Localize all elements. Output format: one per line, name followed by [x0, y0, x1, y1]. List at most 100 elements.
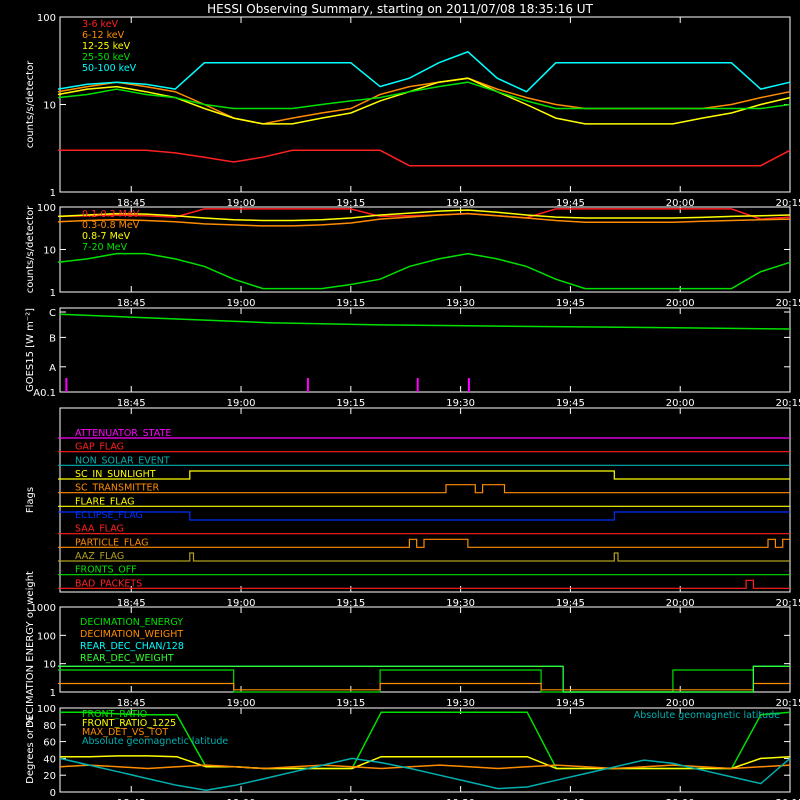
- flags-x-tick-label: 19:30: [446, 598, 475, 609]
- flag-line-bad-packets: [58, 579, 790, 589]
- flags-x-tick-label: 20:15: [776, 598, 800, 609]
- flag-label: BAD_PACKETS: [75, 578, 142, 589]
- goes-x-tick-label: 18:45: [117, 398, 146, 409]
- flags-x-tick-label: 19:00: [227, 598, 256, 609]
- flag-label: SC_TRANSMITTER: [75, 483, 160, 494]
- high-energy-legend-entry: 0.8-7 MeV: [82, 231, 131, 242]
- ratios-legend-entry: FRONT_RATIO_1225: [82, 718, 176, 729]
- goes-flare-marker: [65, 378, 68, 392]
- low-energy-legend-entry: 12-25 keV: [82, 41, 131, 52]
- goes-x-tick-label: 19:00: [227, 398, 256, 409]
- ratios-frame: [59, 707, 791, 793]
- flag-label: AAZ_FLAG: [75, 551, 124, 562]
- flag-line-particle-flag: [58, 538, 790, 548]
- goes-y-tick-label: A0.1: [33, 388, 56, 399]
- low-energy-y-tick-label: 100: [37, 13, 56, 24]
- low-energy-y-tick-label: 10: [43, 101, 56, 112]
- flag-label: SC_IN_SUNLIGHT: [75, 469, 156, 480]
- high-energy-series-0-3-0-8-mev: [57, 212, 791, 227]
- decimation-y-tick-label: 10: [43, 660, 56, 671]
- low-energy-x-tick-label: 19:15: [336, 198, 365, 209]
- flags-x-tick-label: 19:45: [556, 598, 585, 609]
- goes-y-tick-label: A: [49, 363, 56, 374]
- ratios-x-tick-label: 20:00: [666, 798, 695, 800]
- high-energy-x-tick-label: 19:45: [556, 298, 585, 309]
- flag-label: FLARE_FLAG: [75, 496, 135, 507]
- flag-line-sc-transmitter: [58, 484, 790, 494]
- high-energy-series-7-20-mev: [57, 252, 791, 290]
- low-energy-x-tick-label: 19:45: [556, 198, 585, 209]
- ratios-series-absolute-geomagnetic-latitude: [59, 757, 791, 792]
- goes-flare-marker: [467, 378, 470, 392]
- goes-x-tick-label: 20:15: [776, 398, 800, 409]
- ratios-legend-entry: FRONT_RATIO: [82, 709, 147, 720]
- ratios-x-tick-label: 18:45: [117, 798, 146, 800]
- ratios-x-tick-label: 19:15: [336, 798, 365, 800]
- flag-label: SAA_FLAG: [75, 524, 124, 535]
- ratios-annotation: Absolute geomagnetic latitude: [634, 710, 780, 721]
- decimation-y-tick-label: 1: [50, 688, 56, 699]
- high-energy-y-tick-label: 1: [50, 288, 56, 299]
- high-energy-x-tick-label: 19:00: [227, 298, 256, 309]
- goes-frame: [59, 307, 791, 393]
- flags-y-label: Flags: [25, 487, 36, 513]
- flags-frame: [59, 407, 791, 593]
- decimation-series-rear-dec-weight: [58, 665, 790, 693]
- decimation-legend-entry: REAR_DEC_WEIGHT: [80, 653, 174, 664]
- low-energy-legend-entry: 3-6 keV: [82, 19, 119, 30]
- goes-x-tick-label: 19:15: [336, 398, 365, 409]
- ratios-y-tick-label: 20: [43, 771, 56, 782]
- goes-y-tick-label: B: [49, 333, 56, 344]
- flags-x-tick-label: 20:00: [666, 598, 695, 609]
- high-energy-x-tick-label: 18:45: [117, 298, 146, 309]
- chart-title: HESSI Observing Summary, starting on 201…: [207, 2, 593, 16]
- low-energy-series-50-100-kev: [57, 50, 791, 93]
- low-energy-x-tick-label: 20:15: [776, 198, 800, 209]
- ratios-x-tick-label: 19:45: [556, 798, 585, 800]
- ratios-legend-entry: Absolute geomagnetic latitude: [82, 736, 228, 747]
- goes-x-tick-label: 20:00: [666, 398, 695, 409]
- high-energy-y-tick-label: 100: [37, 203, 56, 214]
- flags-x-tick-label: 19:15: [336, 598, 365, 609]
- ratios-x-tick-label: 19:00: [227, 798, 256, 800]
- high-energy-legend-entry: 0.1-0.3 MeV: [82, 209, 140, 220]
- decimation-x-tick-label: 18:45: [117, 698, 146, 709]
- ratios-series-max-det-vs-tot: [59, 764, 791, 770]
- decimation-x-tick-label: 19:45: [556, 698, 585, 709]
- ratios-series-front-ratio-1225: [60, 755, 791, 770]
- high-energy-series-0-8-7-mev: [57, 209, 791, 222]
- high-energy-x-tick-label: 19:15: [336, 298, 365, 309]
- low-energy-y-label: counts/s/detector: [25, 60, 36, 148]
- ratios-y-label: Degrees or %: [25, 716, 36, 784]
- flag-line-aaz-flag: [58, 552, 790, 562]
- ratios-legend-entry: MAX_DET_VS_TOT: [82, 727, 168, 738]
- decimation-x-tick-label: 20:15: [776, 698, 800, 709]
- high-energy-y-tick-label: 10: [43, 246, 56, 257]
- flag-label: ECLIPSE_FLAG: [75, 510, 143, 521]
- ratios-y-tick-label: 0: [50, 788, 56, 799]
- flag-line-eclipse-flag: [58, 511, 790, 521]
- ratios-y-tick-label: 100: [37, 704, 56, 715]
- high-energy-x-tick-label: 20:15: [776, 298, 800, 309]
- low-energy-x-tick-label: 20:00: [666, 198, 695, 209]
- low-energy-legend-entry: 25-50 keV: [82, 52, 131, 63]
- goes-flare-marker: [416, 378, 419, 392]
- panels: 18:45 19:00 19:15 19:30 19:45 20:00 20:15 count…: [25, 13, 800, 800]
- ratios-y-tick-label: 80: [43, 721, 56, 732]
- high-energy-x-tick-label: 19:30: [446, 298, 475, 309]
- goes-y-tick-label: C: [49, 308, 56, 319]
- goes-series-goes-1-8-: [59, 313, 791, 330]
- high-energy-x-tick-label: 20:00: [666, 298, 695, 309]
- low-energy-y-tick-label: 1: [50, 188, 56, 199]
- goes-x-tick-label: 19:30: [446, 398, 475, 409]
- ratios-x-tick-label: 20:15: [776, 798, 800, 800]
- goes-flare-marker: [306, 378, 309, 392]
- goes-x-tick-label: 19:45: [556, 398, 585, 409]
- flag-label: PARTICLE_FLAG: [75, 537, 148, 548]
- decimation-legend-entry: DECIMATION_WEIGHT: [80, 629, 183, 640]
- decimation-x-tick-label: 19:00: [227, 698, 256, 709]
- decimation-x-tick-label: 19:15: [336, 698, 365, 709]
- high-energy-y-label: counts/s/detector: [25, 205, 36, 293]
- low-energy-x-tick-label: 19:00: [227, 198, 256, 209]
